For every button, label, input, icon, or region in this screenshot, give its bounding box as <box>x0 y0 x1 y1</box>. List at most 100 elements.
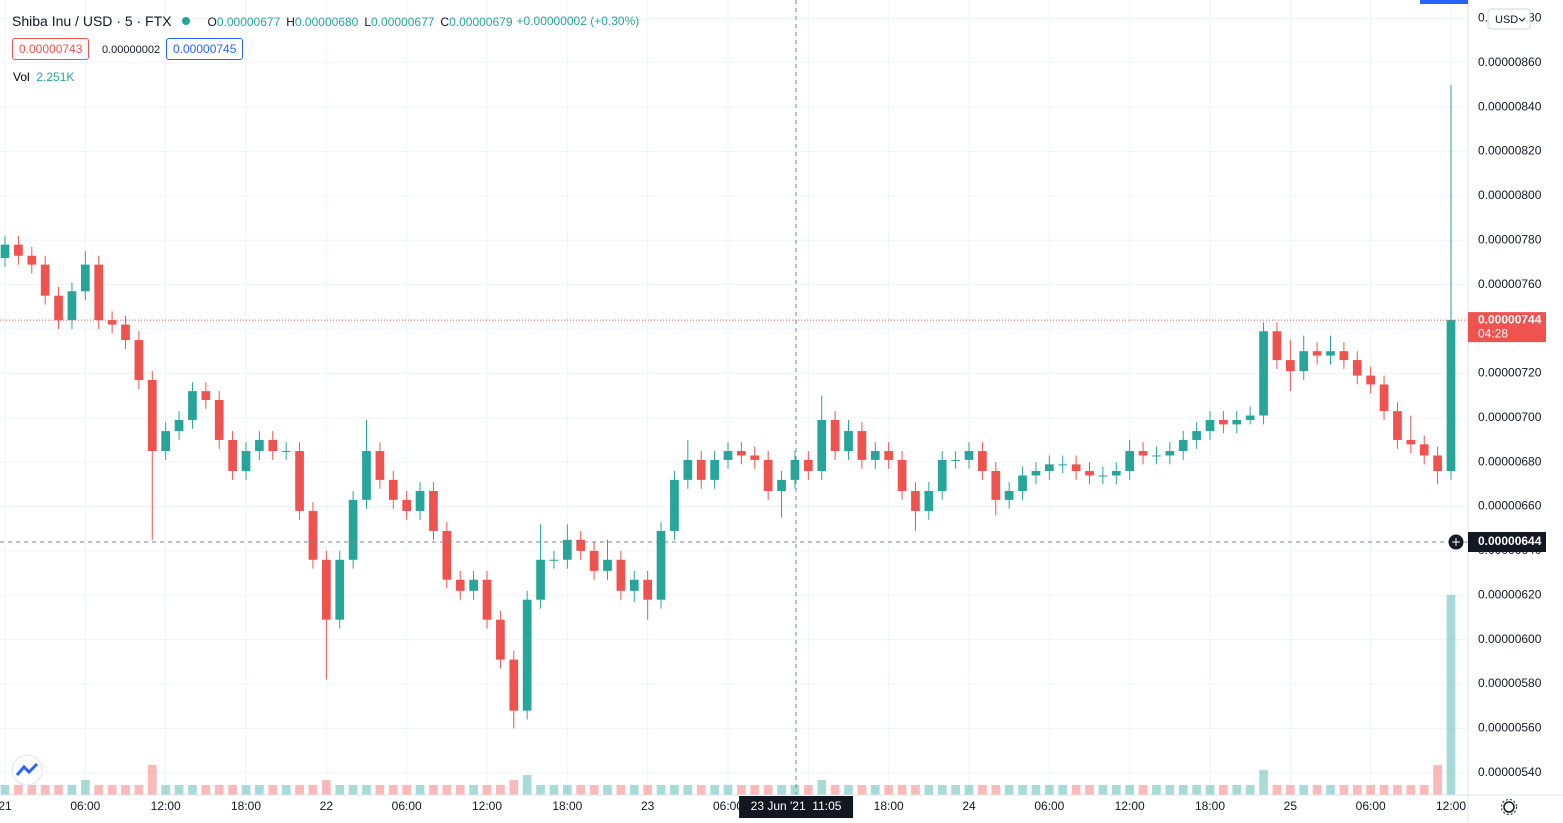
candle-body <box>321 559 331 620</box>
x-tick-label: 18:00 <box>1195 799 1225 813</box>
candle-body <box>924 490 934 511</box>
volume-bar <box>54 785 63 795</box>
candle-body <box>362 451 371 500</box>
chevron <box>1518 17 1526 22</box>
candle-body <box>522 599 532 711</box>
volume-bar <box>656 785 666 795</box>
candle-body <box>870 451 880 460</box>
vol-value: 2.251K <box>36 70 75 84</box>
volume-bar <box>670 785 679 795</box>
volume-bar <box>803 785 813 795</box>
candle-body <box>161 431 171 452</box>
volume-bar <box>228 785 237 795</box>
candle-body <box>14 244 23 256</box>
candle-body <box>1339 351 1349 361</box>
y-tick-label: 0.00000800 <box>1478 188 1542 202</box>
x-tick-label: 06:00 <box>1034 799 1064 813</box>
candle-body <box>496 619 505 660</box>
volume-bar <box>201 785 211 795</box>
volume-bar <box>348 785 358 795</box>
volume-bar <box>1419 785 1429 795</box>
ohlc-item: L0.00000677 <box>364 13 434 29</box>
volume-bar <box>603 785 612 795</box>
x-tick-label: 18:00 <box>231 799 261 813</box>
candle-body <box>964 451 974 460</box>
currency[interactable]: USD <box>1495 14 1518 26</box>
volume-bar <box>0 785 10 795</box>
candle-body <box>616 559 626 591</box>
volume-bar <box>1312 785 1322 795</box>
volume-bar <box>750 785 760 795</box>
candle-body <box>643 579 653 600</box>
candle-body <box>1098 475 1108 477</box>
volume-bar <box>1098 785 1108 795</box>
x-tick-label: 18:00 <box>552 799 582 813</box>
volume-bar <box>1018 785 1027 795</box>
x-tick-label: 06:00 <box>713 799 743 813</box>
candle-body <box>1031 471 1041 476</box>
ohlc-key: L <box>364 15 372 29</box>
volume-bar <box>964 785 974 795</box>
bid[interactable]: 0.00000743 <box>12 38 90 60</box>
ohlc-value: 0.00000677 <box>371 15 435 29</box>
volume-bar <box>549 785 559 795</box>
x-tick-label: 22 <box>320 799 334 813</box>
volume-bar <box>455 785 465 795</box>
volume-bar <box>308 785 318 795</box>
candle-body <box>255 439 264 452</box>
ohlc-item: O0.00000677 <box>208 13 281 29</box>
candle-body <box>335 559 345 620</box>
candle-body <box>147 380 157 452</box>
x-tick-label: 06:00 <box>392 799 422 813</box>
volume-bar <box>241 785 251 795</box>
candle-body <box>1044 464 1054 472</box>
candle-body <box>188 391 197 420</box>
x-tick-label: 23 <box>641 799 655 813</box>
candle-body <box>1285 360 1295 372</box>
candle-body <box>1192 431 1201 440</box>
candle-body <box>670 479 679 531</box>
volume <box>0 595 1456 795</box>
candle-body <box>777 479 786 491</box>
candle-body <box>1125 451 1135 472</box>
volume-bar <box>134 785 144 795</box>
volume-bar <box>375 785 385 795</box>
volume-bar <box>830 785 840 795</box>
candle-body <box>228 439 237 472</box>
volume-bar <box>496 785 505 795</box>
volume-bar <box>1205 785 1215 795</box>
candle-body <box>1406 439 1416 445</box>
volume-bar <box>295 785 304 795</box>
settings[interactable] <box>1501 799 1517 815</box>
volume-bar <box>40 785 50 795</box>
candle-body <box>1272 331 1282 361</box>
last-price-box <box>1468 312 1546 343</box>
candle-body <box>763 459 773 491</box>
currency-button[interactable] <box>1487 8 1531 30</box>
y-tick-label: 0.00000540 <box>1478 765 1542 779</box>
grid <box>0 0 1468 795</box>
candle-body <box>589 550 599 571</box>
candle-body <box>281 451 291 453</box>
symbol[interactable]: Shiba Inu / USD · 5 · FTX <box>12 13 172 29</box>
candle-body <box>134 340 144 381</box>
candle-body <box>214 400 224 440</box>
candle-body <box>1004 490 1014 500</box>
candle-body <box>348 499 358 560</box>
candles <box>0 84 1456 729</box>
candle-body <box>1366 375 1376 385</box>
candle-body <box>884 451 894 460</box>
volume-bar <box>777 785 786 795</box>
candle-body <box>1352 360 1362 376</box>
ask[interactable]: 0.00000745 <box>166 38 244 60</box>
ohlc-item: H0.00000680 <box>286 13 358 29</box>
candle-body <box>750 455 760 460</box>
candle-body <box>469 579 478 591</box>
logo[interactable] <box>11 754 43 786</box>
volume-bar <box>1111 785 1121 795</box>
candle-body <box>1152 455 1161 457</box>
volume-bar <box>1366 785 1376 795</box>
volume-bar <box>991 785 1001 795</box>
x-tick-label: 06:00 <box>70 799 100 813</box>
